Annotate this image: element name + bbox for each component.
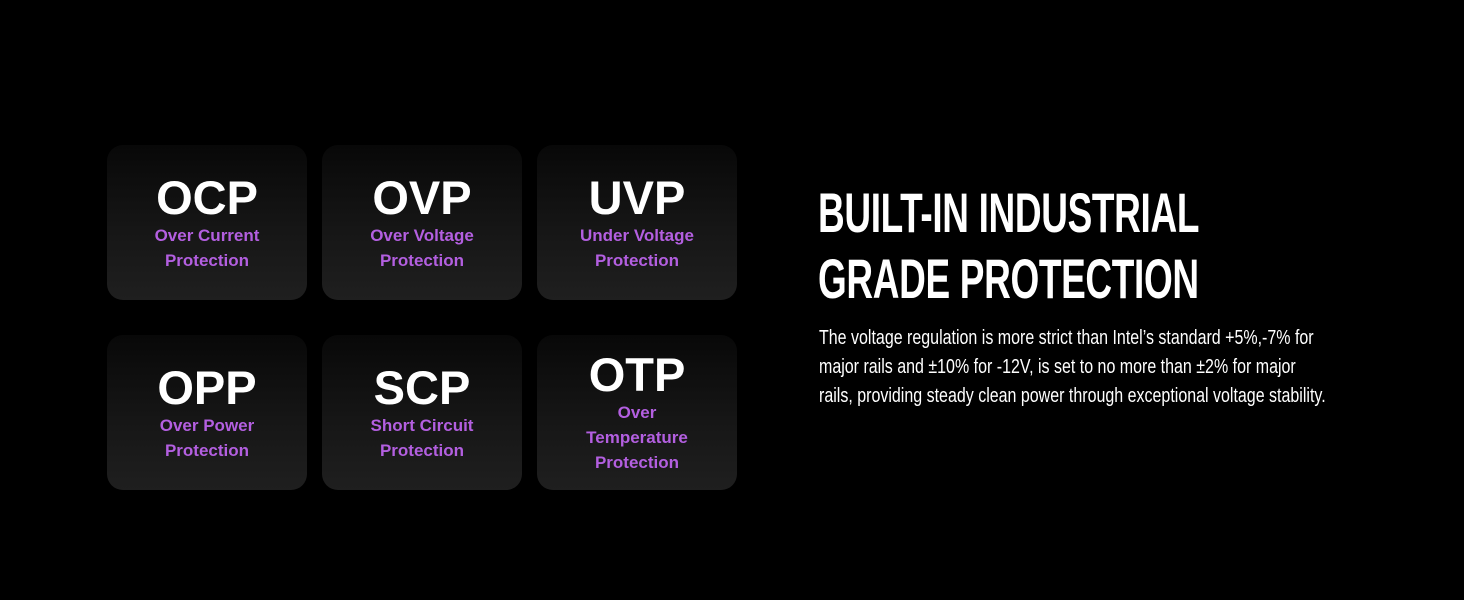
card-label: Protection <box>594 453 680 472</box>
card-label: Over Current <box>154 225 260 245</box>
protection-card: OCP Over Current Protection <box>107 145 307 300</box>
card-abbr: OVP <box>372 170 472 224</box>
card-label: Over Voltage <box>370 225 474 245</box>
heading-title: BUILT-IN INDUSTRIAL <box>818 181 1200 244</box>
body-text: major rails and ±10% for -12V, is set to… <box>819 356 1296 378</box>
card-label: Over Power <box>159 415 255 435</box>
protection-card: OVP Over Voltage Protection <box>322 145 522 300</box>
card-abbr: OCP <box>156 170 258 224</box>
protection-card: SCP Short Circuit Protection <box>322 335 522 490</box>
body-text: The voltage regulation is more strict th… <box>819 327 1314 349</box>
card-label: Protection <box>379 250 465 270</box>
protection-card: OTP Over Temperature Protection <box>537 335 737 490</box>
card-abbr: UVP <box>588 170 686 224</box>
card-label: Protection <box>164 250 250 270</box>
card-label: Under Voltage <box>580 225 694 245</box>
protection-card: UVP Under Voltage Protection <box>537 145 737 300</box>
heading-title: GRADE PROTECTION <box>818 247 1199 310</box>
card-label: Protection <box>164 440 250 460</box>
card-label: Protection <box>379 440 465 460</box>
card-label: Protection <box>594 250 680 270</box>
card-abbr: OPP <box>157 360 257 414</box>
card-abbr: SCP <box>373 360 471 414</box>
card-label: Short Circuit <box>370 415 474 435</box>
card-abbr: OTP <box>588 348 686 401</box>
card-label: Over <box>617 403 657 422</box>
body-text: rails, providing steady clean power thro… <box>819 385 1326 407</box>
card-label: Temperature <box>586 428 688 447</box>
protection-card: OPP Over Power Protection <box>107 335 307 490</box>
